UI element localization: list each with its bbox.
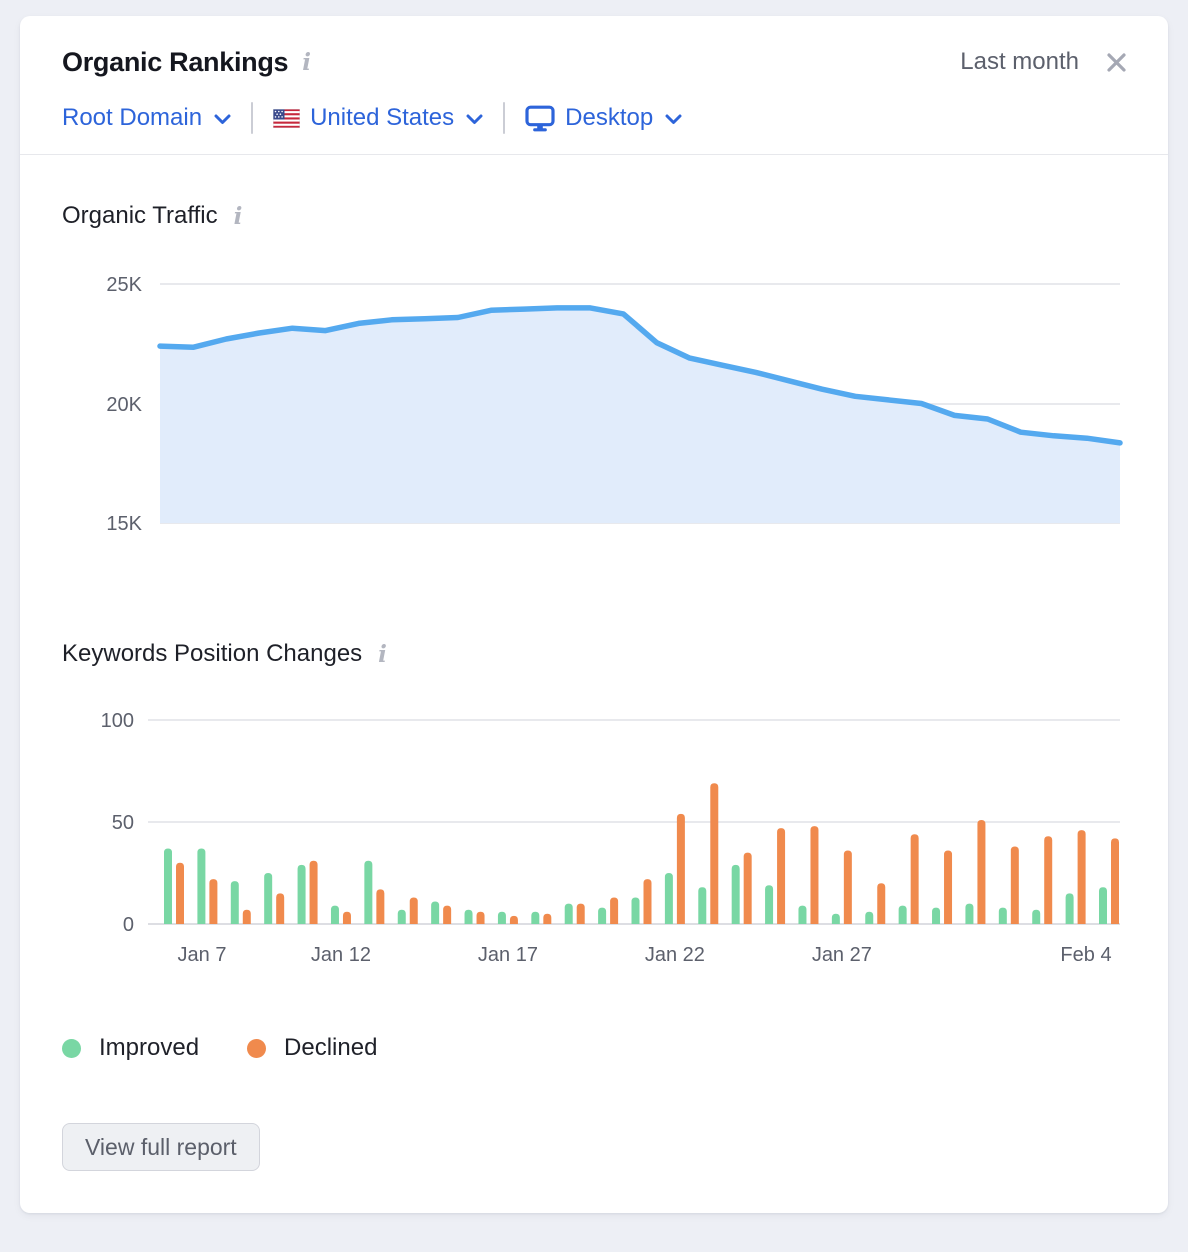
view-full-report-button[interactable]: View full report — [62, 1123, 260, 1171]
svg-text:0: 0 — [123, 914, 134, 936]
device-dropdown-label: Desktop — [565, 104, 654, 131]
svg-text:Jan 22: Jan 22 — [645, 944, 705, 966]
close-button[interactable] — [1105, 51, 1128, 74]
organic-rankings-widget: Organic Rankings i Last month Root Domai… — [20, 16, 1168, 1213]
country-dropdown[interactable]: United States — [273, 104, 483, 132]
svg-text:15K: 15K — [106, 513, 142, 535]
legend-label-improved: Improved — [99, 1034, 200, 1061]
widget-header: Organic Rankings i Last month Root Domai… — [20, 16, 1168, 154]
svg-text:50: 50 — [112, 812, 134, 834]
info-icon[interactable]: i — [233, 202, 243, 230]
scope-dropdown[interactable]: Root Domain — [62, 104, 231, 132]
period-label: Last month — [960, 48, 1079, 75]
legend-label-declined: Declined — [284, 1034, 378, 1061]
keywords-position-changes-chart: 0 50 100 Jan 7 Jan 12 Jan 17 Jan 22 Jan 27 Feb 4 — [101, 710, 1120, 966]
legend-item-declined[interactable]: Declined — [247, 1034, 377, 1062]
legend-item-improved[interactable]: Improved — [62, 1034, 199, 1062]
chevron-down-icon — [466, 114, 483, 124]
organic-traffic-title: Organic Traffic — [62, 202, 218, 229]
close-icon — [1107, 52, 1126, 72]
filter-separator — [503, 102, 506, 134]
svg-text:25K: 25K — [106, 274, 142, 296]
monitor-icon — [525, 105, 555, 131]
filter-row: Root Domain — [62, 100, 1128, 136]
svg-text:100: 100 — [101, 710, 134, 732]
improved-dot-icon — [62, 1038, 81, 1058]
chart-legend: Improved Declined — [62, 1033, 1126, 1063]
svg-text:Jan 27: Jan 27 — [812, 944, 872, 966]
device-dropdown[interactable]: Desktop — [525, 104, 682, 132]
country-dropdown-label: United States — [310, 104, 455, 131]
scope-dropdown-label: Root Domain — [62, 104, 203, 131]
widget-title: Organic Rankings — [62, 46, 289, 77]
header-divider — [20, 154, 1168, 155]
chevron-down-icon — [214, 114, 231, 124]
organic-traffic-chart: 25K 20K 15K — [106, 274, 1123, 535]
svg-text:Jan 7: Jan 7 — [178, 944, 227, 966]
declined-dot-icon — [247, 1038, 267, 1058]
svg-text:Jan 12: Jan 12 — [311, 944, 371, 966]
svg-text:Feb 4: Feb 4 — [1060, 944, 1111, 966]
chevron-down-icon — [665, 114, 682, 124]
svg-text:Jan 17: Jan 17 — [478, 944, 538, 966]
keywords-position-changes-title: Keywords Position Changes — [62, 640, 363, 667]
us-flag-icon — [273, 108, 301, 128]
info-icon[interactable]: i — [378, 640, 387, 668]
info-icon[interactable]: i — [302, 48, 312, 76]
svg-text:20K: 20K — [106, 394, 142, 416]
filter-separator — [251, 102, 254, 134]
